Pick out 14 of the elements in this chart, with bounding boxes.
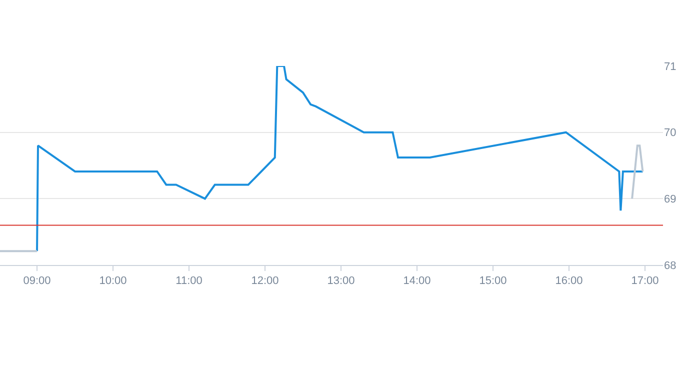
x-tick-label: 09:00: [23, 275, 51, 288]
y-tick-label: 68: [664, 260, 676, 272]
line-series: [36, 66, 644, 252]
x-tick-label: 17:00: [631, 275, 659, 288]
x-tick-label: 10:00: [99, 275, 127, 288]
x-tick-label: 12:00: [251, 275, 279, 288]
x-tick-label: 14:00: [403, 275, 431, 288]
x-tick-label: 11:00: [176, 275, 202, 288]
y-tick-label: 69: [664, 194, 676, 206]
y-tick-label: 70: [664, 127, 676, 140]
y-tick-label: 71: [664, 60, 676, 73]
x-tick-label: 16:00: [555, 275, 583, 288]
x-tick-label: 13:00: [327, 275, 355, 288]
x-tick-label: 15:00: [479, 275, 507, 288]
